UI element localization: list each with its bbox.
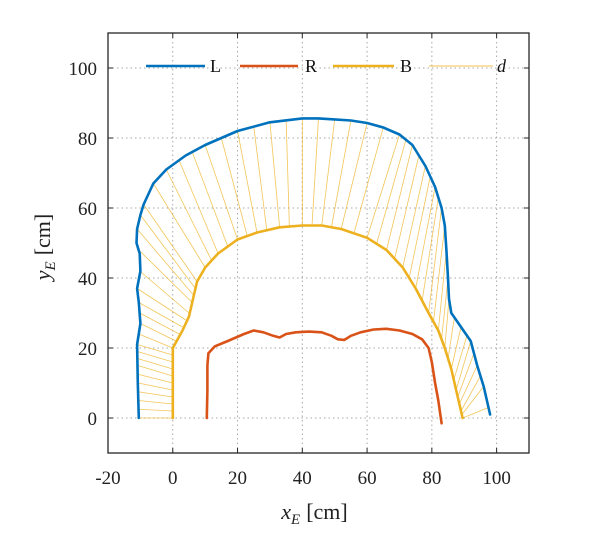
ray-d	[386, 144, 413, 251]
legend-label-L: L	[210, 56, 221, 76]
series-line-B	[171, 224, 464, 420]
ray-d	[394, 155, 420, 259]
ray-d	[143, 204, 198, 282]
ray-d	[450, 326, 462, 370]
legend-label-B: B	[400, 56, 412, 76]
ray-d	[138, 408, 173, 412]
ray-d	[311, 118, 319, 226]
ray-d	[152, 183, 206, 268]
series-line-R	[205, 327, 443, 425]
x-tick-label: 80	[422, 468, 441, 489]
y-axis-label: yE [cm]	[30, 214, 59, 282]
ray-d	[461, 386, 484, 415]
ray-d	[462, 407, 489, 419]
ray-d	[237, 130, 258, 233]
ray-d	[421, 197, 439, 301]
ray-d	[137, 344, 173, 356]
ray-d	[415, 186, 436, 289]
ray-d	[138, 333, 173, 349]
y-axis-label-main: y	[30, 270, 55, 282]
ray-d	[340, 122, 368, 230]
ray-d	[136, 288, 186, 321]
ray-d	[137, 373, 173, 384]
ray-d	[437, 249, 447, 331]
y-tick-label: 0	[88, 409, 98, 430]
ray-d	[137, 351, 173, 363]
series-line-L	[135, 117, 492, 420]
ray-lines-d	[136, 118, 489, 419]
x-axis-label-sub: E	[290, 512, 300, 528]
ray-d	[178, 160, 219, 254]
ray-d	[140, 323, 177, 342]
ray-d	[136, 228, 195, 296]
ray-d	[376, 139, 407, 244]
ray-d	[408, 176, 431, 279]
ray-d	[447, 316, 455, 359]
y-tick-label: 40	[78, 269, 97, 290]
ray-d	[457, 353, 475, 398]
legend-label-d: d	[497, 56, 507, 76]
x-tick-label: -20	[95, 468, 120, 489]
x-tick-label: 20	[228, 468, 247, 489]
ray-d	[433, 225, 446, 322]
legend-label-R: R	[305, 56, 317, 76]
ray-d	[285, 119, 290, 227]
ray-d	[441, 277, 449, 340]
ray-d	[220, 137, 248, 237]
ray-d	[137, 365, 173, 377]
ray-d	[165, 169, 212, 261]
ray-d	[444, 298, 450, 349]
ray-d	[204, 144, 238, 240]
ray-d	[402, 165, 426, 268]
ray-d	[140, 214, 196, 289]
ray-d	[138, 382, 173, 391]
ray-d	[138, 391, 173, 398]
y-tick-label: 100	[69, 59, 98, 80]
axis-ticks: -20 0 20 40 60 80 100 0 20 40 60 80 100	[69, 33, 529, 489]
ray-d	[453, 333, 468, 380]
ray-d	[366, 134, 400, 238]
ray-d	[191, 151, 229, 247]
ray-d	[137, 358, 173, 370]
ray-d	[459, 365, 478, 405]
ray-d	[353, 127, 384, 233]
ray-d	[253, 126, 268, 230]
series-lines	[135, 117, 492, 425]
x-tick-label: 60	[358, 468, 377, 489]
ray-d	[321, 119, 336, 226]
y-tick-label: 20	[78, 339, 97, 360]
plot-frame	[107, 32, 530, 454]
x-axis-label-main: x	[280, 499, 291, 524]
ray-d	[331, 120, 352, 228]
y-axis-label-unit: [cm]	[30, 214, 55, 256]
ray-d	[139, 270, 190, 314]
ray-d	[455, 340, 472, 391]
x-tick-label: 0	[168, 468, 178, 489]
ray-d	[138, 249, 193, 303]
ray-d	[460, 375, 481, 412]
y-tick-label: 80	[78, 129, 97, 150]
ray-d	[428, 207, 442, 314]
ray-d	[138, 302, 183, 328]
x-axis-label: xE [cm]	[280, 499, 347, 528]
x-tick-label: 100	[482, 468, 511, 489]
x-tick-label: 40	[293, 468, 312, 489]
ray-d	[269, 122, 281, 228]
y-axis-label-sub: E	[43, 261, 59, 271]
ray-d	[139, 312, 180, 335]
y-tick-label: 60	[78, 199, 97, 220]
ray-d	[138, 400, 173, 405]
x-axis-label-unit: [cm]	[306, 499, 348, 524]
